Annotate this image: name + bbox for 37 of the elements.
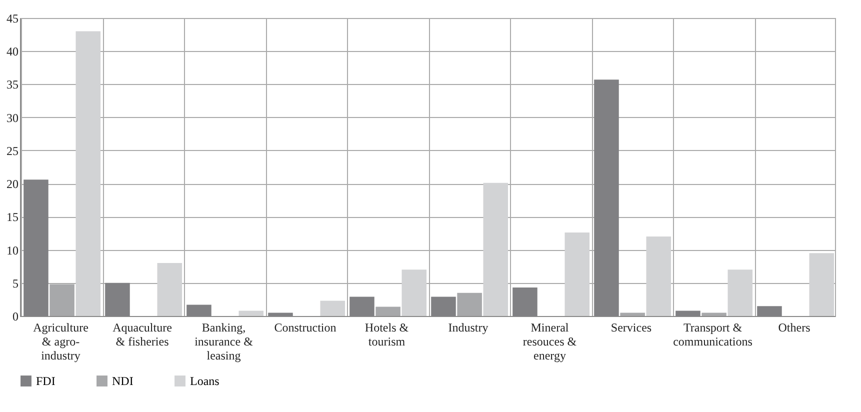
y-tick-label: 15 xyxy=(6,210,18,224)
y-tick-label: 25 xyxy=(6,144,18,158)
bar xyxy=(157,263,182,316)
x-tick-label: Industry xyxy=(448,320,488,334)
bar xyxy=(646,236,672,316)
bar xyxy=(320,300,346,316)
bar xyxy=(809,253,834,316)
x-tick-label: Hotels & tourism xyxy=(364,320,410,348)
y-tick-label: 35 xyxy=(6,78,18,92)
x-tick-label: Construction xyxy=(274,320,336,334)
bar xyxy=(702,312,726,316)
y-tick-label: 10 xyxy=(6,243,18,258)
bar xyxy=(728,270,753,316)
bar xyxy=(564,232,590,316)
y-tick-label: 0 xyxy=(12,310,18,324)
x-tick-label: Transport & communications xyxy=(673,320,753,348)
legend-label: Loans xyxy=(190,374,220,388)
x-tick-label: Services xyxy=(610,320,652,334)
legend-label: NDI xyxy=(112,374,134,388)
y-tick-label: 45 xyxy=(6,12,18,26)
x-tick-label: Others xyxy=(778,320,811,334)
bar xyxy=(76,31,101,316)
x-tick-label: Aquaculture & fisheries xyxy=(112,320,172,348)
bar xyxy=(620,312,645,316)
x-tick-label: Banking, insurance & leasing xyxy=(194,320,254,362)
y-tick-label: 30 xyxy=(6,110,18,125)
bar xyxy=(483,182,508,316)
y-tick-label: 5 xyxy=(12,276,18,290)
legend-label: FDI xyxy=(36,374,56,388)
bar xyxy=(238,310,264,316)
x-tick-label: Agriculture & agro-industry xyxy=(33,320,88,362)
x-tick-label: Mineral resouces & energy xyxy=(522,320,578,362)
y-tick-label: 40 xyxy=(6,44,18,59)
bar xyxy=(376,306,400,316)
bar xyxy=(402,270,427,316)
y-tick-label: 20 xyxy=(6,177,18,192)
bar xyxy=(457,292,482,316)
